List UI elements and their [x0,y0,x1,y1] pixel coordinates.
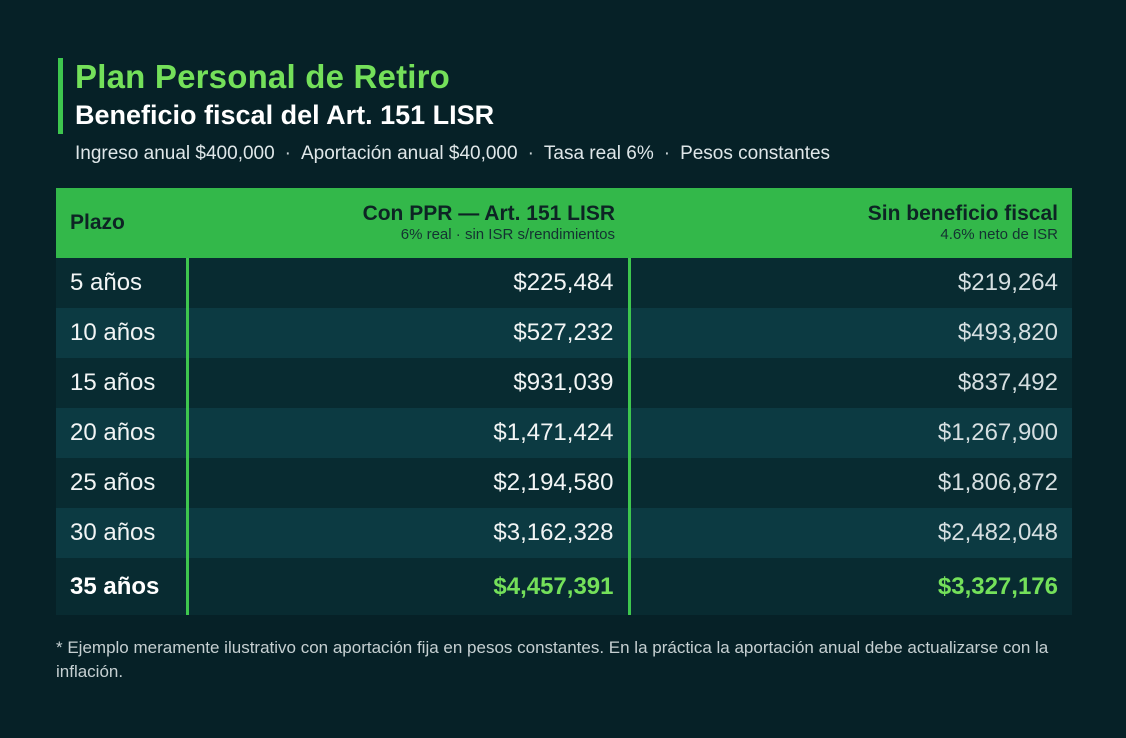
column-header-sin-beneficio-label: Sin beneficio fiscal [867,202,1058,225]
cell-sin-beneficio: $1,806,872 [937,469,1058,496]
cell-con-ppr: $1,471,424 [185,408,631,458]
cell-plazo: 10 años [70,319,156,346]
cell-sin-beneficio: $837,492 [957,369,1058,396]
table-row-highlight: 35 años $4,457,391 $3,327,176 [56,558,1072,615]
cell-con-ppr: $527,232 [185,308,631,358]
comparison-table: Plazo Con PPR — Art. 151 LISR 6% real · … [56,188,1072,615]
cell-con-ppr: $2,194,580 [185,458,631,508]
assumptions-line: Ingreso anual $400,000 · Aportación anual … [75,143,830,165]
cell-plazo: 25 años [70,469,156,496]
separator-dot: · [284,143,291,164]
title-block: Plan Personal de Retiro Beneficio fiscal… [58,58,494,134]
column-header-sin-beneficio-sublabel: 4.6% neto de ISR [940,226,1058,243]
cell-sin-beneficio: $3,327,176 [937,572,1058,600]
cell-con-ppr: $4,457,391 [185,558,631,615]
table-row: 30 años $3,162,328 $2,482,048 [56,508,1072,558]
cell-con-ppr: $225,484 [185,258,631,308]
footnote: * Ejemplo meramente ilustrativo con apor… [56,638,1049,681]
cell-plazo: 15 años [70,369,156,396]
page-title: Plan Personal de Retiro [75,58,451,95]
cell-sin-beneficio: $493,820 [957,319,1058,346]
cell-plazo: 5 años [70,269,143,296]
column-header-con-ppr-sublabel: 6% real · sin ISR s/rendimientos [400,226,615,243]
cell-con-ppr: $931,039 [185,358,631,408]
assumption-contribution: Aportación anual $40,000 [301,143,518,164]
separator-dot: · [663,143,671,164]
cell-sin-beneficio: $219,264 [957,269,1058,296]
table-row: 5 años $225,484 $219,264 [56,258,1072,308]
cell-sin-beneficio: $2,482,048 [937,519,1058,546]
cell-plazo: 20 años [70,419,156,446]
table-header-row: Plazo Con PPR — Art. 151 LISR 6% real · … [56,188,1072,258]
cell-con-ppr: $3,162,328 [185,508,631,558]
table-row: 25 años $2,194,580 $1,806,872 [56,458,1072,508]
table-row: 15 años $931,039 $837,492 [56,358,1072,408]
table-row: 20 años $1,471,424 $1,267,900 [56,408,1072,458]
cell-plazo: 35 años [70,572,160,600]
assumption-rate: Tasa real 6% [543,143,654,164]
column-header-con-ppr-label: Con PPR — Art. 151 LISR [362,202,615,225]
column-header-con-ppr: Con PPR — Art. 151 LISR 6% real · sin IS… [187,188,629,258]
table-row: 10 años $527,232 $493,820 [56,308,1072,358]
column-header-sin-beneficio: Sin beneficio fiscal 4.6% neto de ISR [629,188,1072,258]
cell-plazo: 30 años [70,519,156,546]
separator-dot: · [527,143,534,164]
cell-sin-beneficio: $1,267,900 [937,419,1058,446]
column-header-plazo: Plazo [70,211,125,234]
page-subtitle: Beneficio fiscal del Art. 151 LISR [75,100,495,130]
assumption-income: Ingreso anual $400,000 [75,143,275,164]
assumption-currency: Pesos constantes [680,143,831,164]
